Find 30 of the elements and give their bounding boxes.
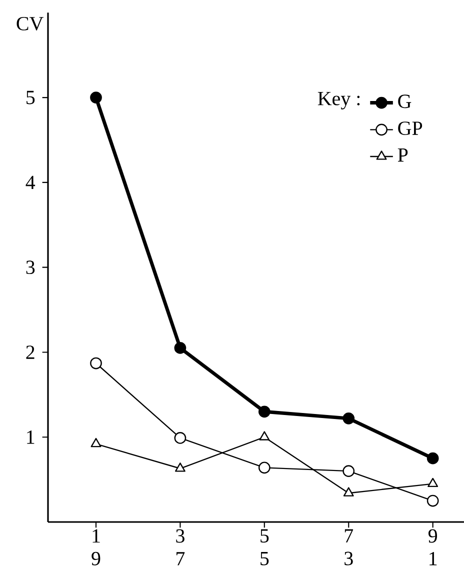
y-tick-label: 2 bbox=[26, 346, 34, 359]
point bbox=[258, 406, 270, 418]
legend-label: G bbox=[398, 94, 412, 108]
x-tick-label: 1 9 bbox=[92, 529, 100, 566]
point bbox=[342, 412, 355, 424]
x-tick-label: 9 1 bbox=[428, 529, 438, 566]
legend-title: Key : bbox=[318, 92, 360, 110]
point bbox=[174, 342, 186, 354]
x-tick-label: 5 5 bbox=[260, 529, 269, 566]
y-axis-title: CV bbox=[16, 16, 44, 30]
x-tick-label: 7 3 bbox=[344, 529, 354, 566]
point bbox=[174, 432, 186, 444]
legend-label: P bbox=[398, 148, 408, 162]
point bbox=[426, 452, 439, 464]
point bbox=[428, 478, 438, 488]
legend-label: GP bbox=[398, 122, 422, 136]
point bbox=[90, 92, 102, 104]
point bbox=[259, 431, 270, 440]
point bbox=[343, 487, 354, 496]
point bbox=[342, 465, 355, 477]
y-tick-label: 3 bbox=[26, 260, 35, 274]
point bbox=[90, 438, 102, 448]
x-tick-label: 3 7 bbox=[176, 529, 185, 566]
y-tick-label: 4 bbox=[26, 176, 36, 190]
y-tick-label: 5 bbox=[26, 90, 35, 104]
point bbox=[90, 357, 102, 370]
y-tick-label: 1 bbox=[27, 430, 34, 444]
point bbox=[426, 494, 439, 507]
point bbox=[174, 462, 186, 472]
point bbox=[258, 462, 270, 474]
